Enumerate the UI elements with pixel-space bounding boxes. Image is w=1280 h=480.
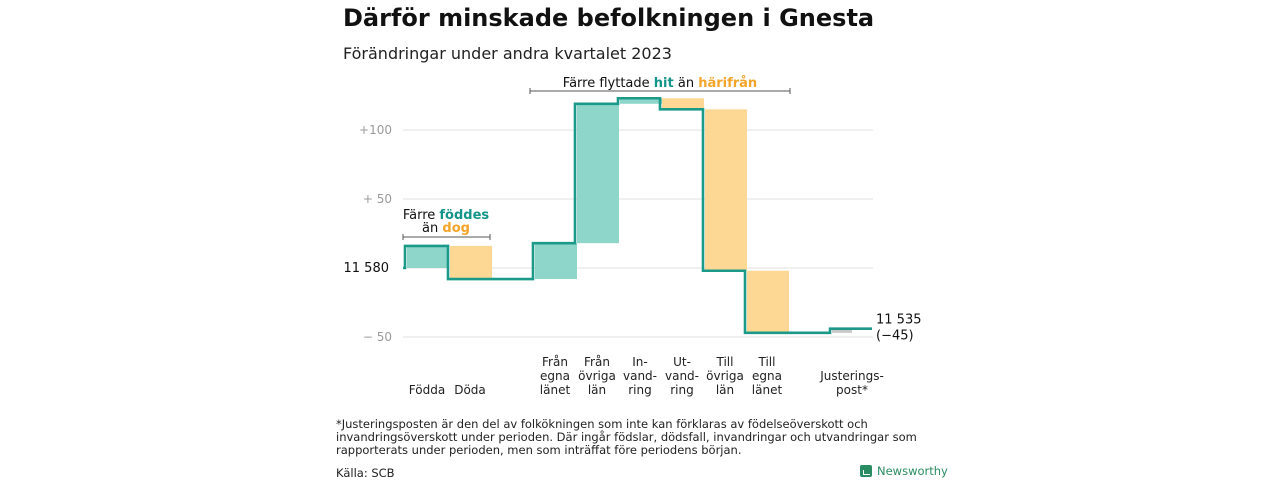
waterfall-bar <box>577 104 619 243</box>
category-label: In- <box>632 355 647 369</box>
category-label: Från <box>584 355 610 369</box>
category-label: övriga <box>706 369 744 383</box>
y-tick-label: − 50 <box>363 330 392 344</box>
category-label: övriga <box>578 369 616 383</box>
category-label: Justerings- <box>819 369 884 383</box>
waterfall-bar <box>407 246 449 268</box>
end-change-label: (−45) <box>876 329 914 344</box>
category-label: län <box>588 383 606 397</box>
logo-text: Newsworthy <box>877 464 948 478</box>
end-value-label: 11 535 <box>876 313 922 328</box>
category-label: ring <box>670 383 694 397</box>
category-label: Till <box>758 355 776 369</box>
category-label: vand- <box>623 369 657 383</box>
category-label: Från <box>542 355 568 369</box>
footnote: *Justeringsposten är den del av folkökni… <box>336 418 956 457</box>
category-label: Till <box>716 355 734 369</box>
waterfall-bar <box>450 246 492 279</box>
waterfall-bar <box>705 109 747 270</box>
source-text: Källa: SCB <box>336 466 395 480</box>
y-tick-label: +100 <box>359 123 392 137</box>
annotation-moves: Färre flyttade hit än härifrån <box>563 76 757 91</box>
waterfall-chart: +100 + 50 11 580 − 50 11 535(−45) Födda Döda Fr… <box>0 0 1280 480</box>
category-label: ring <box>628 383 652 397</box>
newsworthy-logo: Newsworthy <box>860 464 948 478</box>
category-label: Ut- <box>673 355 691 369</box>
category-label: vand- <box>665 369 699 383</box>
category-label: länet <box>540 383 571 397</box>
waterfall-bar <box>747 271 789 333</box>
category-label: Födda <box>409 383 445 397</box>
category-label: Döda <box>454 383 486 397</box>
category-label: län <box>716 383 734 397</box>
newsworthy-logo-icon <box>860 465 872 477</box>
y-tick-label: 11 580 <box>344 261 390 276</box>
category-label: egna <box>540 369 570 383</box>
waterfall-bar <box>535 243 577 279</box>
annotation-births-line2: än dog <box>422 221 470 236</box>
waterfall-bar <box>662 98 704 109</box>
y-tick-label: + 50 <box>363 192 392 206</box>
category-label: post* <box>836 383 868 397</box>
category-label: egna <box>752 369 782 383</box>
category-label: länet <box>752 383 783 397</box>
